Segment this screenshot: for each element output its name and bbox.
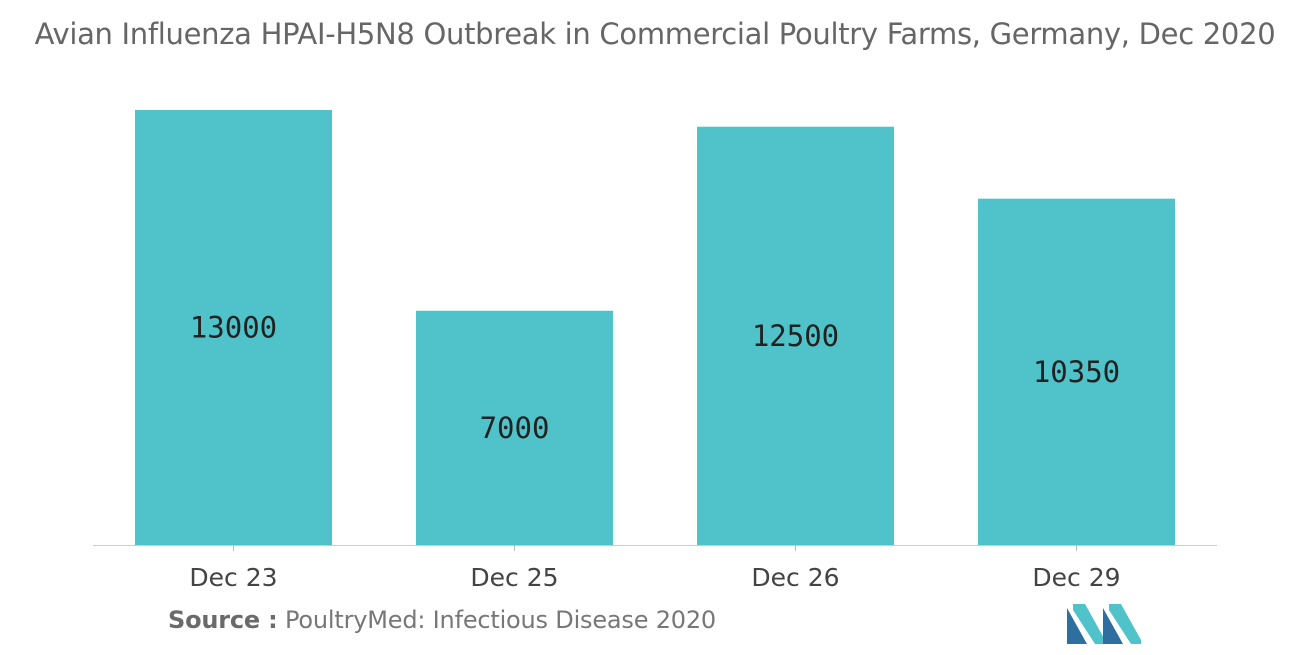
data-label: 10350 (1033, 355, 1120, 389)
x-tick-label: Dec 29 (1032, 563, 1120, 592)
x-tick-label: Dec 25 (470, 563, 558, 592)
source-label: Source : (168, 606, 278, 634)
x-tick-labels-layer: Dec 23 Dec 25 Dec 26 Dec 29 (189, 563, 1120, 592)
source-text: PoultryMed: Infectious Disease 2020 (285, 606, 716, 634)
data-labels-layer: 13000 7000 12500 10350 (190, 311, 1120, 445)
bar-dec-26 (697, 126, 894, 545)
x-tick-label: Dec 26 (751, 563, 839, 592)
bar-dec-25 (416, 310, 613, 545)
x-ticks-layer (233, 545, 1077, 551)
bar-dec-29 (978, 198, 1175, 545)
data-label: 12500 (752, 319, 839, 353)
x-tick-label: Dec 23 (189, 563, 277, 592)
bar-dec-23 (135, 110, 332, 545)
bars-layer (135, 110, 1175, 545)
data-label: 7000 (480, 411, 550, 445)
source-note: Source : PoultryMed: Infectious Disease … (168, 606, 716, 634)
data-label: 13000 (190, 311, 277, 345)
mordor-intelligence-logo-icon (1067, 604, 1141, 644)
chart-title: Avian Influenza HPAI-H5N8 Outbreak in Co… (34, 17, 1276, 51)
